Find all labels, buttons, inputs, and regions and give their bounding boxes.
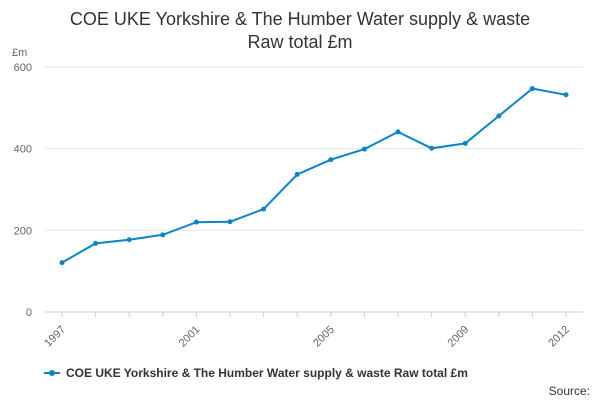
x-tick-label: 1997 [42,324,68,350]
chart-title: COE UKE Yorkshire & The Humber Water sup… [0,8,600,54]
data-point-2004[interactable] [294,171,300,177]
data-point-2007[interactable] [395,129,401,135]
data-point-2006[interactable] [361,146,367,152]
legend[interactable]: COE UKE Yorkshire & The Humber Water sup… [44,366,468,380]
data-point-1999[interactable] [126,237,132,243]
y-tick-label: 600 [14,62,32,74]
legend-label: COE UKE Yorkshire & The Humber Water sup… [66,366,468,380]
data-point-1997[interactable] [59,260,65,266]
chart-title-line-1: COE UKE Yorkshire & The Humber Water sup… [69,9,531,29]
data-point-2010[interactable] [496,113,502,119]
y-tick-label: 0 [26,307,32,319]
data-point-2002[interactable] [227,219,233,225]
data-point-2012[interactable] [563,92,569,98]
source-label: Source: [548,384,590,398]
x-tick-label: 2012 [546,324,572,350]
data-point-2009[interactable] [462,140,468,146]
y-axis-ticks: 0 200 400 600 [14,62,32,319]
y-tick-label: 200 [14,225,32,237]
x-tick-label: 2001 [177,324,203,350]
data-point-2008[interactable] [429,145,435,151]
x-tick-label: 2005 [311,324,337,350]
series-line [61,87,567,264]
x-tick-label: 2009 [446,324,472,350]
legend-swatch [44,368,60,378]
data-points [59,86,569,266]
y-axis-unit-label: £m [12,47,27,59]
x-axis-ticks: 1997 2001 2005 2009 2012 [42,312,572,349]
data-point-2005[interactable] [328,157,334,163]
data-point-2001[interactable] [193,219,199,225]
y-tick-label: 400 [14,144,32,156]
data-point-2011[interactable] [529,86,535,92]
data-point-2000[interactable] [160,232,166,238]
gridlines [45,66,583,231]
data-point-2003[interactable] [261,206,267,212]
data-point-1998[interactable] [93,240,99,246]
chart-title-line-2: Raw total £m [247,32,353,52]
